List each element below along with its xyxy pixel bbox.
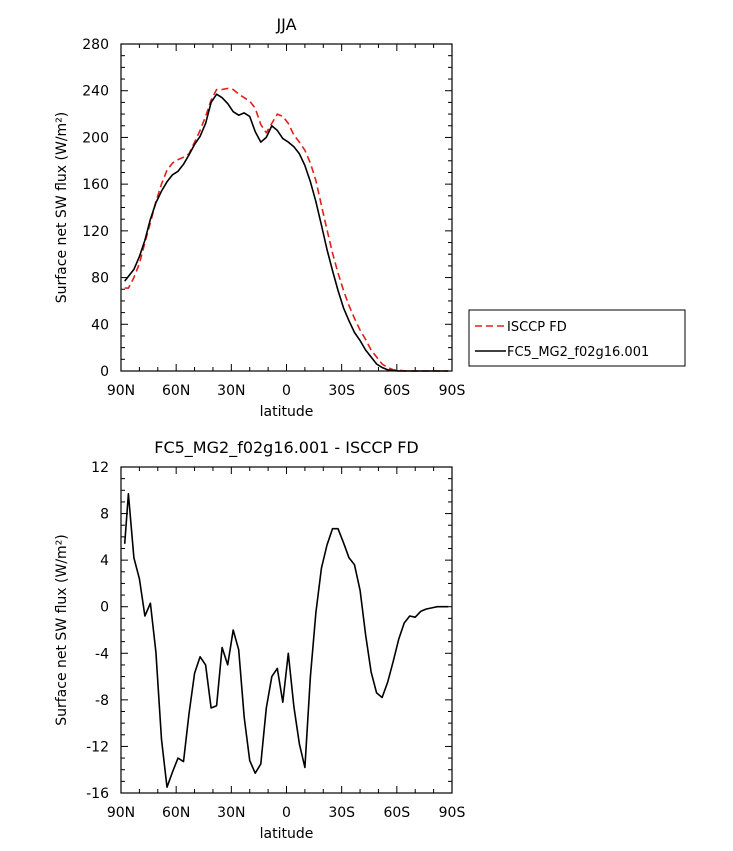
y-tick-label: -16	[86, 786, 109, 802]
x-axis-label: latitude	[260, 826, 314, 842]
y-axis-label: Surface net SW flux (W/m²)	[54, 534, 70, 726]
y-tick-label: 0	[100, 364, 109, 380]
legend-label: FC5_MG2_f02g16.001	[507, 345, 649, 360]
legend: ISCCP FD FC5_MG2_f02g16.001	[468, 309, 686, 367]
y-tick-label: 240	[82, 84, 109, 100]
y-tick-label: 12	[91, 460, 109, 476]
y-tick-label: 80	[91, 271, 109, 287]
plot-title: JJA	[275, 15, 296, 34]
series-line-1	[123, 492, 449, 789]
y-tick-label: 8	[100, 507, 109, 523]
x-tick-label: 90N	[107, 805, 135, 821]
y-axis-label: Surface net SW flux (W/m²)	[54, 112, 70, 304]
plot-frame	[120, 43, 453, 372]
y-tick-label: -4	[95, 646, 109, 662]
x-tick-label: 90N	[107, 383, 135, 399]
x-tick-label: 60S	[383, 805, 410, 821]
y-tick-label: -8	[95, 693, 109, 709]
x-tick-label: 0	[282, 383, 291, 399]
y-tick-label: 160	[82, 177, 109, 193]
x-tick-label: 60S	[383, 383, 410, 399]
x-tick-label: 30N	[217, 805, 245, 821]
plot-title: FC5_MG2_f02g16.001 - ISCCP FD	[154, 438, 419, 458]
x-tick-label: 60N	[162, 805, 190, 821]
x-tick-label: 30S	[328, 383, 355, 399]
panel-2: FC5_MG2_f02g16.001 - ISCCP FD 90N 60N 30N 0 3…	[54, 438, 465, 842]
y-tick-label: 200	[82, 130, 109, 146]
panel-1: JJA 90N 60N 30N 0 30S 60S 90S 0 40 80 120 160 200 240 2…	[54, 15, 686, 420]
y-tick-label: 4	[100, 553, 109, 569]
series-line-1	[124, 87, 449, 372]
x-axis-label: latitude	[260, 404, 314, 420]
y-tick-label: 120	[82, 224, 109, 240]
y-tick-label: 0	[100, 600, 109, 616]
x-tick-label: 90S	[439, 383, 466, 399]
x-tick-label: 60N	[162, 383, 190, 399]
x-tick-label: 0	[282, 805, 291, 821]
y-tick-label: -12	[86, 739, 109, 755]
x-tick-label: 90S	[439, 805, 466, 821]
legend-label: ISCCP FD	[507, 320, 567, 335]
legend-box	[468, 309, 686, 367]
series-line-2	[124, 93, 449, 372]
y-tick-label: 40	[91, 317, 109, 333]
x-tick-label: 30N	[217, 383, 245, 399]
y-tick-label: 280	[82, 37, 109, 53]
x-tick-label: 30S	[328, 805, 355, 821]
